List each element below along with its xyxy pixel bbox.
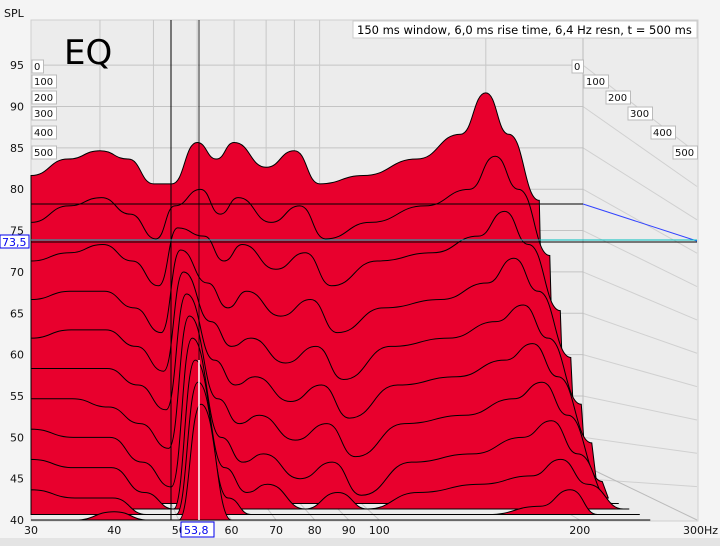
time-label-box <box>31 145 57 160</box>
time-label-box <box>605 90 631 105</box>
y-tick-label: 45 <box>10 473 24 486</box>
y-tick-label: 55 <box>10 390 24 403</box>
time-label-box <box>571 59 584 74</box>
y-tick-label: 60 <box>10 349 24 362</box>
time-label-right: 0 <box>574 62 580 73</box>
time-label-box <box>583 74 609 89</box>
time-label-left: 300 <box>34 109 53 120</box>
y-tick-label: 85 <box>10 142 24 155</box>
y-tick-label: 75 <box>10 225 24 238</box>
x-tick-label: 200 <box>569 524 590 537</box>
annotation-box <box>352 20 698 39</box>
time-label-left: 200 <box>34 93 53 104</box>
scrollbar[interactable] <box>0 538 720 546</box>
side-grid-line <box>582 271 698 321</box>
time-label-box <box>31 125 57 140</box>
chart-title: EQ <box>64 33 112 73</box>
freq-cursor-box <box>180 521 215 538</box>
side-grid-line <box>582 106 698 187</box>
time-label-right: 100 <box>586 77 605 88</box>
time-label-right: 500 <box>675 148 694 159</box>
time-label-box <box>650 125 676 140</box>
time-label-right: 200 <box>608 93 627 104</box>
y-tick-label: 50 <box>10 431 24 444</box>
x-tick-label: 70 <box>269 524 283 537</box>
time-label-box <box>31 74 57 89</box>
spl-cursor-box <box>0 234 30 249</box>
side-grid-line <box>582 478 698 488</box>
side-grid-line <box>582 147 698 221</box>
y-tick-label: 95 <box>10 59 24 72</box>
slice-500ms <box>31 403 651 521</box>
time-label-left: 500 <box>34 148 53 159</box>
freq-cursor-value: 53,8 <box>184 524 209 537</box>
time-label-right: 300 <box>630 109 649 120</box>
x-tick-label: 60 <box>224 524 238 537</box>
x-tick-label: 90 <box>342 524 356 537</box>
y-tick-label: 70 <box>10 266 24 279</box>
x-tick-label: 30 <box>24 524 38 537</box>
annotation-text: 150 ms window, 6,0 ms rise time, 6,4 Hz … <box>357 23 692 37</box>
cursors <box>31 20 698 520</box>
y-tick-label: 40 <box>10 514 24 527</box>
side-grid-line <box>582 436 698 454</box>
side-grid-line <box>582 354 698 388</box>
x-tick-label: 40 <box>107 524 121 537</box>
slice-350ms <box>30 337 619 504</box>
time-label-box <box>672 145 698 160</box>
time-label-box <box>627 106 653 121</box>
time-label-box <box>31 90 57 105</box>
time-label-right: 400 <box>653 128 672 139</box>
slice-300ms <box>30 315 609 499</box>
x-tick-label: 300Hz <box>683 524 718 537</box>
y-axis-label: SPL <box>4 7 25 20</box>
spl-cursor-value: 73,5 <box>2 236 27 249</box>
slice-450ms <box>30 381 640 515</box>
side-grid-line <box>582 312 698 354</box>
y-tick-label: 90 <box>10 101 24 114</box>
side-grid-line <box>582 188 698 254</box>
y-tick-label: 65 <box>10 307 24 320</box>
floor-edge <box>582 464 698 521</box>
side-grid-line <box>582 395 698 421</box>
time-label-left: 400 <box>34 128 53 139</box>
y-tick-label: 80 <box>10 183 24 196</box>
x-tick-label: 80 <box>308 524 322 537</box>
time-label-left: 0 <box>34 62 40 73</box>
time-label-box <box>31 106 57 121</box>
slices <box>30 92 651 521</box>
cursor-perspective-line <box>582 203 698 242</box>
time-label-box <box>31 59 44 74</box>
x-tick-label: 100 <box>369 524 390 537</box>
time-label-left: 100 <box>34 77 53 88</box>
